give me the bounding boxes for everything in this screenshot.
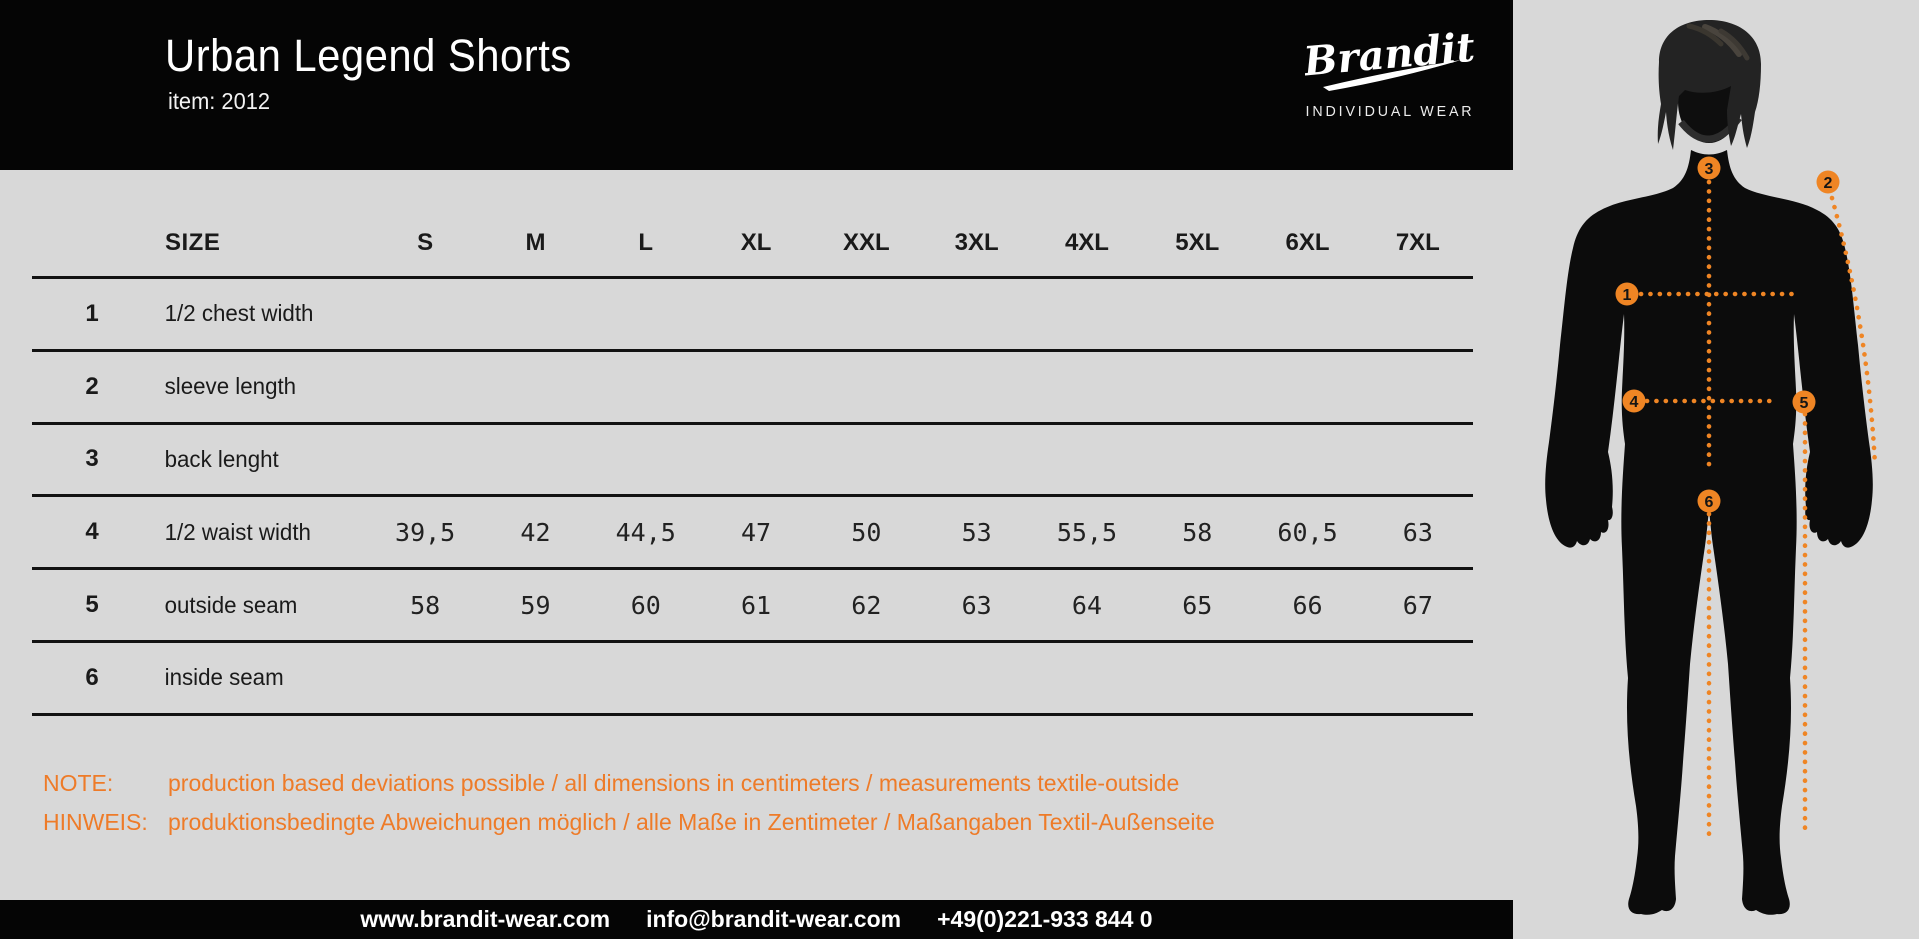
measurement-value: 63 — [1402, 517, 1433, 547]
marker-6-number: 6 — [1705, 494, 1714, 511]
measurement-value: 60,5 — [1277, 517, 1338, 547]
marker-4-circle — [1622, 389, 1646, 413]
hair-highlight-2 — [1718, 28, 1750, 61]
size-column-header: XL — [740, 228, 772, 256]
row-number: 2 — [85, 372, 99, 400]
size-column-header: S — [417, 228, 434, 256]
row-number: 6 — [85, 663, 99, 691]
size-column-header: XXL — [843, 228, 890, 256]
measurement-value: 50 — [851, 517, 882, 547]
measurement-value: 67 — [1402, 590, 1433, 620]
marker-1-number: 1 — [1623, 287, 1632, 304]
measurement-value: 60 — [630, 590, 661, 620]
brandit-logo-icon: Brandit — [1301, 24, 1477, 91]
table-row: 4 1/2 waist width 39,5 42 44,5 47 50 53 55,5 58 60… — [32, 497, 1473, 571]
row-number: 5 — [85, 591, 99, 619]
measurement-value: 39,5 — [395, 517, 456, 547]
table-header-row: SIZE S M L XL XXL 3XL 4XL 5XL 6XL 7XL — [32, 209, 1473, 279]
size-header-label: SIZE — [165, 228, 221, 256]
marker-4-number: 4 — [1630, 394, 1639, 411]
measurement-value: 44,5 — [615, 517, 676, 547]
size-column-header: 4XL — [1064, 228, 1109, 256]
marker-1-circle — [1615, 282, 1639, 306]
table-row: 1 1/2 chest width — [32, 279, 1473, 352]
measurement-figure: 1 2 3 4 5 6 — [1545, 20, 1878, 915]
marker-2-circle — [1816, 170, 1840, 194]
size-column-header: 7XL — [1395, 228, 1440, 256]
note-line-en: NOTE: production based deviations possib… — [43, 764, 1215, 803]
footer-email[interactable]: info@brandit-wear.com — [646, 906, 902, 932]
measurement-value: 53 — [961, 517, 992, 547]
measurement-value: 65 — [1182, 590, 1213, 620]
marker-3-circle — [1697, 156, 1721, 180]
row-label: 1/2 waist width — [164, 518, 311, 545]
page-title: Urban Legend Shorts — [165, 30, 572, 81]
notes-block: NOTE: production based deviations possib… — [43, 764, 1215, 842]
marker-3-number: 3 — [1705, 161, 1714, 178]
measure-line-sleeve — [1829, 195, 1878, 468]
note-label: NOTE: — [43, 770, 114, 796]
table-row: 2 sleeve length — [32, 352, 1473, 425]
size-column-header: M — [525, 228, 546, 256]
size-table: SIZE S M L XL XXL 3XL 4XL 5XL 6XL 7XL 1 1/2 chest … — [32, 209, 1473, 716]
measurement-value: 58 — [1182, 517, 1213, 547]
hair-highlight-3 — [1686, 23, 1724, 47]
measurement-value: 42 — [520, 517, 551, 547]
table-row: 5 outside seam 58 59 60 61 62 63 64 65 66 67 — [32, 570, 1473, 643]
marker-5-circle — [1792, 390, 1816, 414]
marker-group: 1 2 3 4 5 6 — [1615, 156, 1840, 513]
measurement-value: 62 — [851, 590, 882, 620]
marker-6-circle — [1697, 489, 1721, 513]
brand-logo: Brandit INDIVIDUAL WEAR — [1300, 24, 1480, 120]
footer-phone: +49(0)221-933 844 0 — [937, 906, 1153, 932]
measurement-value: 55,5 — [1056, 517, 1118, 547]
table-row: 6 inside seam — [32, 643, 1473, 716]
measurement-value: 59 — [520, 590, 551, 620]
size-column-header: 6XL — [1285, 228, 1330, 256]
row-label: sleeve length — [164, 373, 297, 400]
measurement-value: 64 — [1071, 590, 1102, 620]
footer-bar: www.brandit-wear.com info@brandit-wear.c… — [0, 900, 1513, 939]
footer-website[interactable]: www.brandit-wear.com — [360, 906, 611, 932]
row-number: 4 — [85, 518, 99, 546]
item-number: item: 2012 — [168, 88, 271, 114]
measurement-value: 66 — [1292, 590, 1323, 620]
size-table-body: 1 1/2 chest width 2 sleeve length 3 back leng… — [32, 279, 1473, 716]
brand-tagline: INDIVIDUAL WEAR — [1305, 103, 1475, 120]
hair-highlight-1 — [1702, 24, 1742, 57]
hinweis-label: HINWEIS: — [43, 809, 148, 835]
row-label: outside seam — [164, 591, 298, 618]
row-label: 1/2 chest width — [164, 300, 314, 327]
row-label: back lenght — [164, 445, 279, 472]
marker-2-number: 2 — [1824, 175, 1833, 192]
measurement-value: 58 — [410, 590, 441, 620]
note-line-de: HINWEIS: produktionsbedingte Abweichunge… — [43, 803, 1215, 842]
measurement-value: 63 — [961, 590, 992, 620]
header-bar: Urban Legend Shorts item: 2012 Brandit I… — [0, 0, 1513, 170]
size-column-header: 3XL — [954, 228, 999, 256]
table-row: 3 back lenght — [32, 425, 1473, 498]
hinweis-text: produktionsbedingte Abweichungen möglich… — [168, 809, 1215, 835]
size-column-header: L — [638, 228, 654, 256]
logo-underline-swoosh — [1323, 60, 1461, 91]
row-number: 1 — [85, 299, 99, 327]
size-column-header: 5XL — [1175, 228, 1220, 256]
row-number: 3 — [85, 445, 99, 473]
row-label: inside seam — [164, 664, 284, 691]
note-text: production based deviations possible / a… — [168, 770, 1180, 796]
body-silhouette — [1545, 150, 1873, 915]
marker-5-number: 5 — [1800, 395, 1809, 412]
measurement-value: 47 — [740, 517, 772, 547]
measurement-value: 61 — [740, 590, 772, 620]
